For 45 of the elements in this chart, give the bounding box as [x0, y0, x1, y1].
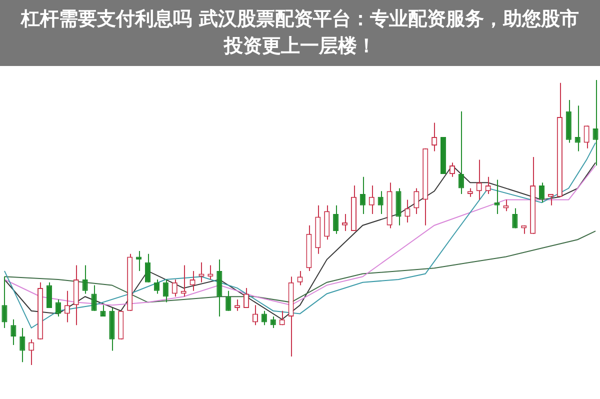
candlestick — [279, 310, 285, 326]
candlestick — [494, 179, 500, 214]
candlestick — [28, 338, 34, 366]
candlestick — [20, 327, 26, 363]
candlestick — [2, 276, 8, 328]
candlestick — [10, 318, 16, 346]
candlestick — [216, 259, 222, 318]
candlestick — [548, 194, 554, 206]
candlestick — [512, 208, 518, 229]
candlestick — [485, 176, 491, 194]
candlestick — [432, 122, 438, 152]
candlestick — [503, 199, 509, 212]
candlestick — [73, 264, 79, 326]
candlestick — [46, 282, 52, 308]
candlestick — [342, 213, 348, 232]
candlestick — [162, 279, 168, 303]
candlestick — [55, 298, 61, 318]
chart-title: 杠杆需要支付利息吗 武汉股票配资平台：专业配资服务，助您股市投资更上一层楼！ — [0, 0, 600, 66]
candlestick — [476, 159, 482, 200]
candlestick — [234, 298, 240, 312]
candlestick — [243, 288, 250, 308]
candlestick — [226, 290, 232, 312]
candlestick — [172, 279, 178, 298]
candlestick — [82, 264, 88, 294]
candlestick — [539, 182, 545, 204]
candlestick — [458, 110, 464, 194]
candlestick — [396, 188, 402, 226]
candlestick — [190, 270, 196, 292]
candlestick — [64, 290, 70, 323]
candlestick — [404, 199, 410, 223]
candlestick — [360, 176, 366, 214]
candlestick — [180, 264, 186, 298]
candlestick — [592, 80, 598, 166]
candlestick — [136, 250, 142, 272]
candlestick — [144, 253, 151, 283]
candlestick — [91, 284, 97, 312]
candlestick — [584, 125, 590, 149]
candlestick — [368, 184, 374, 214]
candlestick — [378, 190, 384, 214]
candlestick — [297, 270, 303, 286]
candlestick — [270, 316, 276, 328]
candlestick — [574, 105, 580, 152]
candlestick — [324, 204, 330, 240]
candlestick — [414, 188, 420, 214]
candlestick — [333, 204, 339, 234]
